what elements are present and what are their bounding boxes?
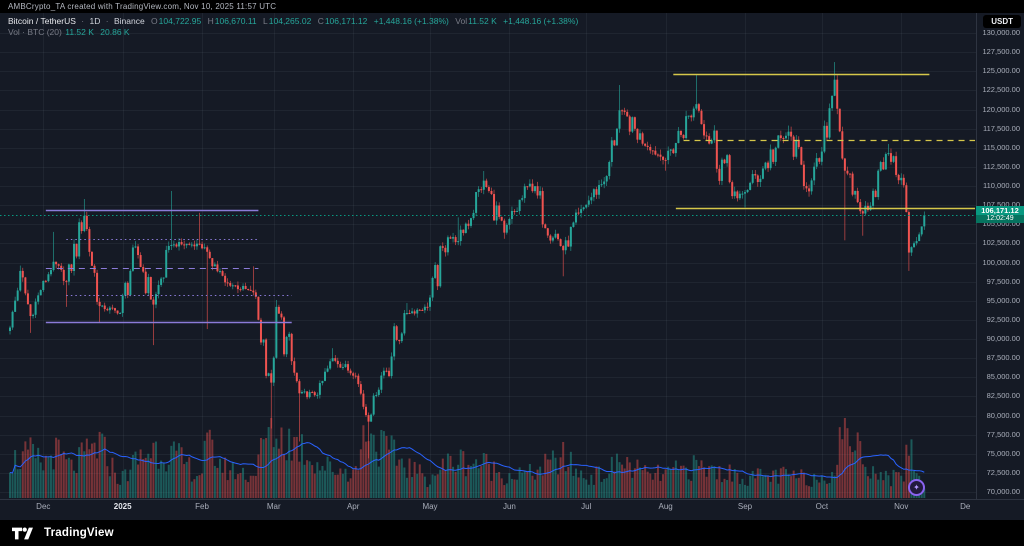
price-tick-label: 77,500.00	[986, 429, 1020, 439]
price-tick-label: 82,500.00	[986, 391, 1020, 401]
price-tick-label: 122,500.00	[982, 85, 1020, 95]
purple-circle-sticker-icon[interactable]: ✦	[908, 479, 925, 496]
attribution-bar: AMBCrypto_TA created with TradingView.co…	[0, 0, 1024, 13]
last-price-badge[interactable]: 106,171.12 12:02:49	[976, 206, 1024, 224]
price-tick-label: 70,000.00	[986, 487, 1020, 496]
open-value: 104,722.95	[158, 16, 202, 26]
time-axis[interactable]: Dec 2025 Feb Mar Apr May Jun Jul Aug Sep Oct Nov De	[0, 502, 976, 516]
high-label: H	[207, 16, 214, 26]
time-axis-label[interactable]: 2025	[113, 502, 132, 511]
tradingview-logo-text: TradingView	[44, 527, 114, 539]
price-tick-label: 85,000.00	[986, 372, 1020, 382]
price-tick-label: 100,000.00	[982, 257, 1020, 267]
price-tick-label: 75,000.00	[986, 448, 1020, 458]
price-tick-label: 90,000.00	[986, 334, 1020, 343]
price-tick-label: 72,500.00	[986, 467, 1020, 477]
bar-countdown-timer: 12:02:49	[976, 215, 1024, 224]
legend-panel: Bitcoin / TetherUS · 1D · Binance O104,7…	[8, 16, 578, 38]
exchange-label[interactable]: Binance	[113, 16, 145, 26]
time-axis-label[interactable]: May	[422, 502, 438, 511]
price-tick-label: 80,000.00	[986, 410, 1020, 420]
price-tick-label: 125,000.00	[982, 66, 1020, 76]
vol-value: 11.52 K	[468, 16, 497, 26]
price-tick-label: 92,500.00	[986, 314, 1020, 324]
close-label: C	[317, 16, 324, 26]
time-axis-label[interactable]: Nov	[894, 502, 909, 511]
close-value: 106,171.12	[324, 16, 368, 26]
tradingview-logo[interactable]: TradingView	[12, 526, 114, 541]
open-label: O	[151, 16, 158, 26]
price-tick-label: 105,000.00	[982, 219, 1020, 229]
price-tick-label: 115,000.00	[983, 142, 1020, 152]
price-tick-label: 97,500.00	[986, 276, 1020, 286]
time-axis-label[interactable]: De	[960, 502, 971, 511]
time-axis-label[interactable]: Sep	[737, 502, 753, 511]
price-tick-label: 117,500.00	[983, 123, 1020, 133]
price-tick-label: 127,500.00	[982, 47, 1020, 57]
price-tick-label: 87,500.00	[986, 353, 1020, 363]
interval-label[interactable]: 1D	[89, 16, 101, 26]
time-axis-label[interactable]: Jun	[502, 502, 516, 511]
price-tick-label: 102,500.00	[982, 238, 1020, 248]
time-axis-label[interactable]: Apr	[346, 502, 360, 511]
chart-area: Bitcoin / TetherUS · 1D · Binance O104,7…	[0, 13, 1024, 520]
time-axis-label[interactable]: Oct	[815, 502, 829, 511]
legend-separator: ·	[105, 16, 109, 26]
candlestick-chart-canvas[interactable]	[0, 13, 1024, 520]
price-tick-label: 130,000.00	[982, 28, 1020, 37]
price-tick-label: 112,500.00	[983, 161, 1020, 171]
vol-label: Vol	[455, 16, 468, 26]
symbol-name[interactable]: Bitcoin / TetherUS	[8, 16, 76, 26]
time-axis-label[interactable]: Mar	[266, 502, 281, 511]
price-tick-label: 120,000.00	[982, 104, 1020, 114]
volume-indicator-row: Vol · BTC (20) 11.52 K 20.86 K	[8, 27, 578, 38]
price-scale[interactable]: 130,000.00 127,500.00 125,000.00 122,500.00…	[976, 13, 1024, 520]
low-label: L	[263, 16, 268, 26]
price-tick-label: 107,500.00	[982, 200, 1020, 210]
volume-indicator-label[interactable]: Vol · BTC (20)	[8, 27, 62, 37]
time-axis-label[interactable]: Feb	[195, 502, 209, 511]
footer-bar: TradingView	[0, 520, 1024, 546]
attribution-text: AMBCrypto_TA created with TradingView.co…	[8, 2, 277, 11]
change-value-repeat: +1,448.16 (+1.38%)	[503, 16, 579, 26]
time-axis-label[interactable]: Dec	[36, 502, 51, 511]
low-value: 104,265.02	[268, 16, 312, 26]
currency-toggle-badge[interactable]: USDT	[983, 15, 1021, 28]
volume-indicator-value: 11.52 K	[65, 27, 94, 37]
tradingview-logo-icon	[12, 526, 38, 541]
time-axis-label[interactable]: Aug	[658, 502, 673, 511]
symbol-legend-row: Bitcoin / TetherUS · 1D · Binance O104,7…	[8, 16, 578, 27]
legend-separator: ·	[81, 16, 85, 26]
change-value: +1,448.16 (+1.38%)	[373, 16, 449, 26]
price-tick-label: 110,000.00	[983, 181, 1020, 190]
price-tick-label: 95,000.00	[986, 295, 1020, 305]
high-value: 106,670.11	[214, 16, 257, 26]
last-price-value: 106,171.12	[976, 206, 1024, 216]
volume-ma-value: 20.86 K	[100, 27, 130, 37]
time-axis-label[interactable]: Jul	[581, 502, 592, 511]
